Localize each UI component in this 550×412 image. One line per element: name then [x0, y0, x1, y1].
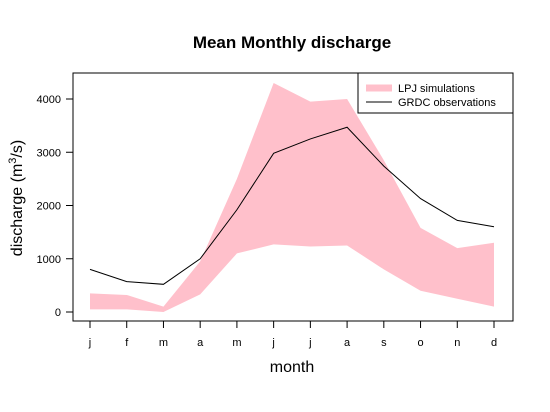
- chart-title: Mean Monthly discharge: [193, 33, 391, 52]
- legend-label-grdc: GRDC observations: [398, 97, 496, 109]
- y-axis-label-tail: /s): [9, 140, 26, 158]
- plot-area: [89, 83, 495, 313]
- x-axis-label: month: [270, 359, 314, 376]
- x-tick-label: m: [159, 337, 168, 349]
- x-tick-label: m: [232, 337, 241, 349]
- y-tick-label: 0: [55, 307, 61, 319]
- y-axis-label-superscript: 3: [7, 158, 19, 164]
- lpj-simulation-band: [90, 83, 494, 313]
- grdc-observation-line: [89, 126, 495, 285]
- x-tick-label: a: [197, 337, 204, 349]
- x-tick-label: a: [344, 337, 351, 349]
- x-tick-label: n: [454, 337, 460, 349]
- y-tick-label: 2000: [37, 201, 61, 213]
- y-axis-label: discharge (m3/s): [7, 140, 26, 256]
- x-tick-label: f: [125, 337, 129, 349]
- y-tick-label: 3000: [37, 147, 61, 159]
- x-tick-label: j: [271, 337, 274, 349]
- legend-label-lpj: LPJ simulations: [398, 83, 476, 95]
- x-tick-label: j: [88, 337, 91, 349]
- y-axis: 0 1000 2000 3000 4000: [37, 94, 74, 319]
- x-tick-label: o: [417, 337, 423, 349]
- x-tick-label: d: [491, 337, 497, 349]
- legend: LPJ simulations GRDC observations: [357, 72, 514, 114]
- x-tick-label: s: [381, 337, 387, 349]
- y-tick-label: 4000: [37, 94, 61, 106]
- y-tick-label: 1000: [37, 254, 61, 266]
- legend-box: [357, 72, 514, 114]
- x-tick-label: j: [308, 337, 311, 349]
- y-axis-label-main: discharge (m: [9, 164, 26, 256]
